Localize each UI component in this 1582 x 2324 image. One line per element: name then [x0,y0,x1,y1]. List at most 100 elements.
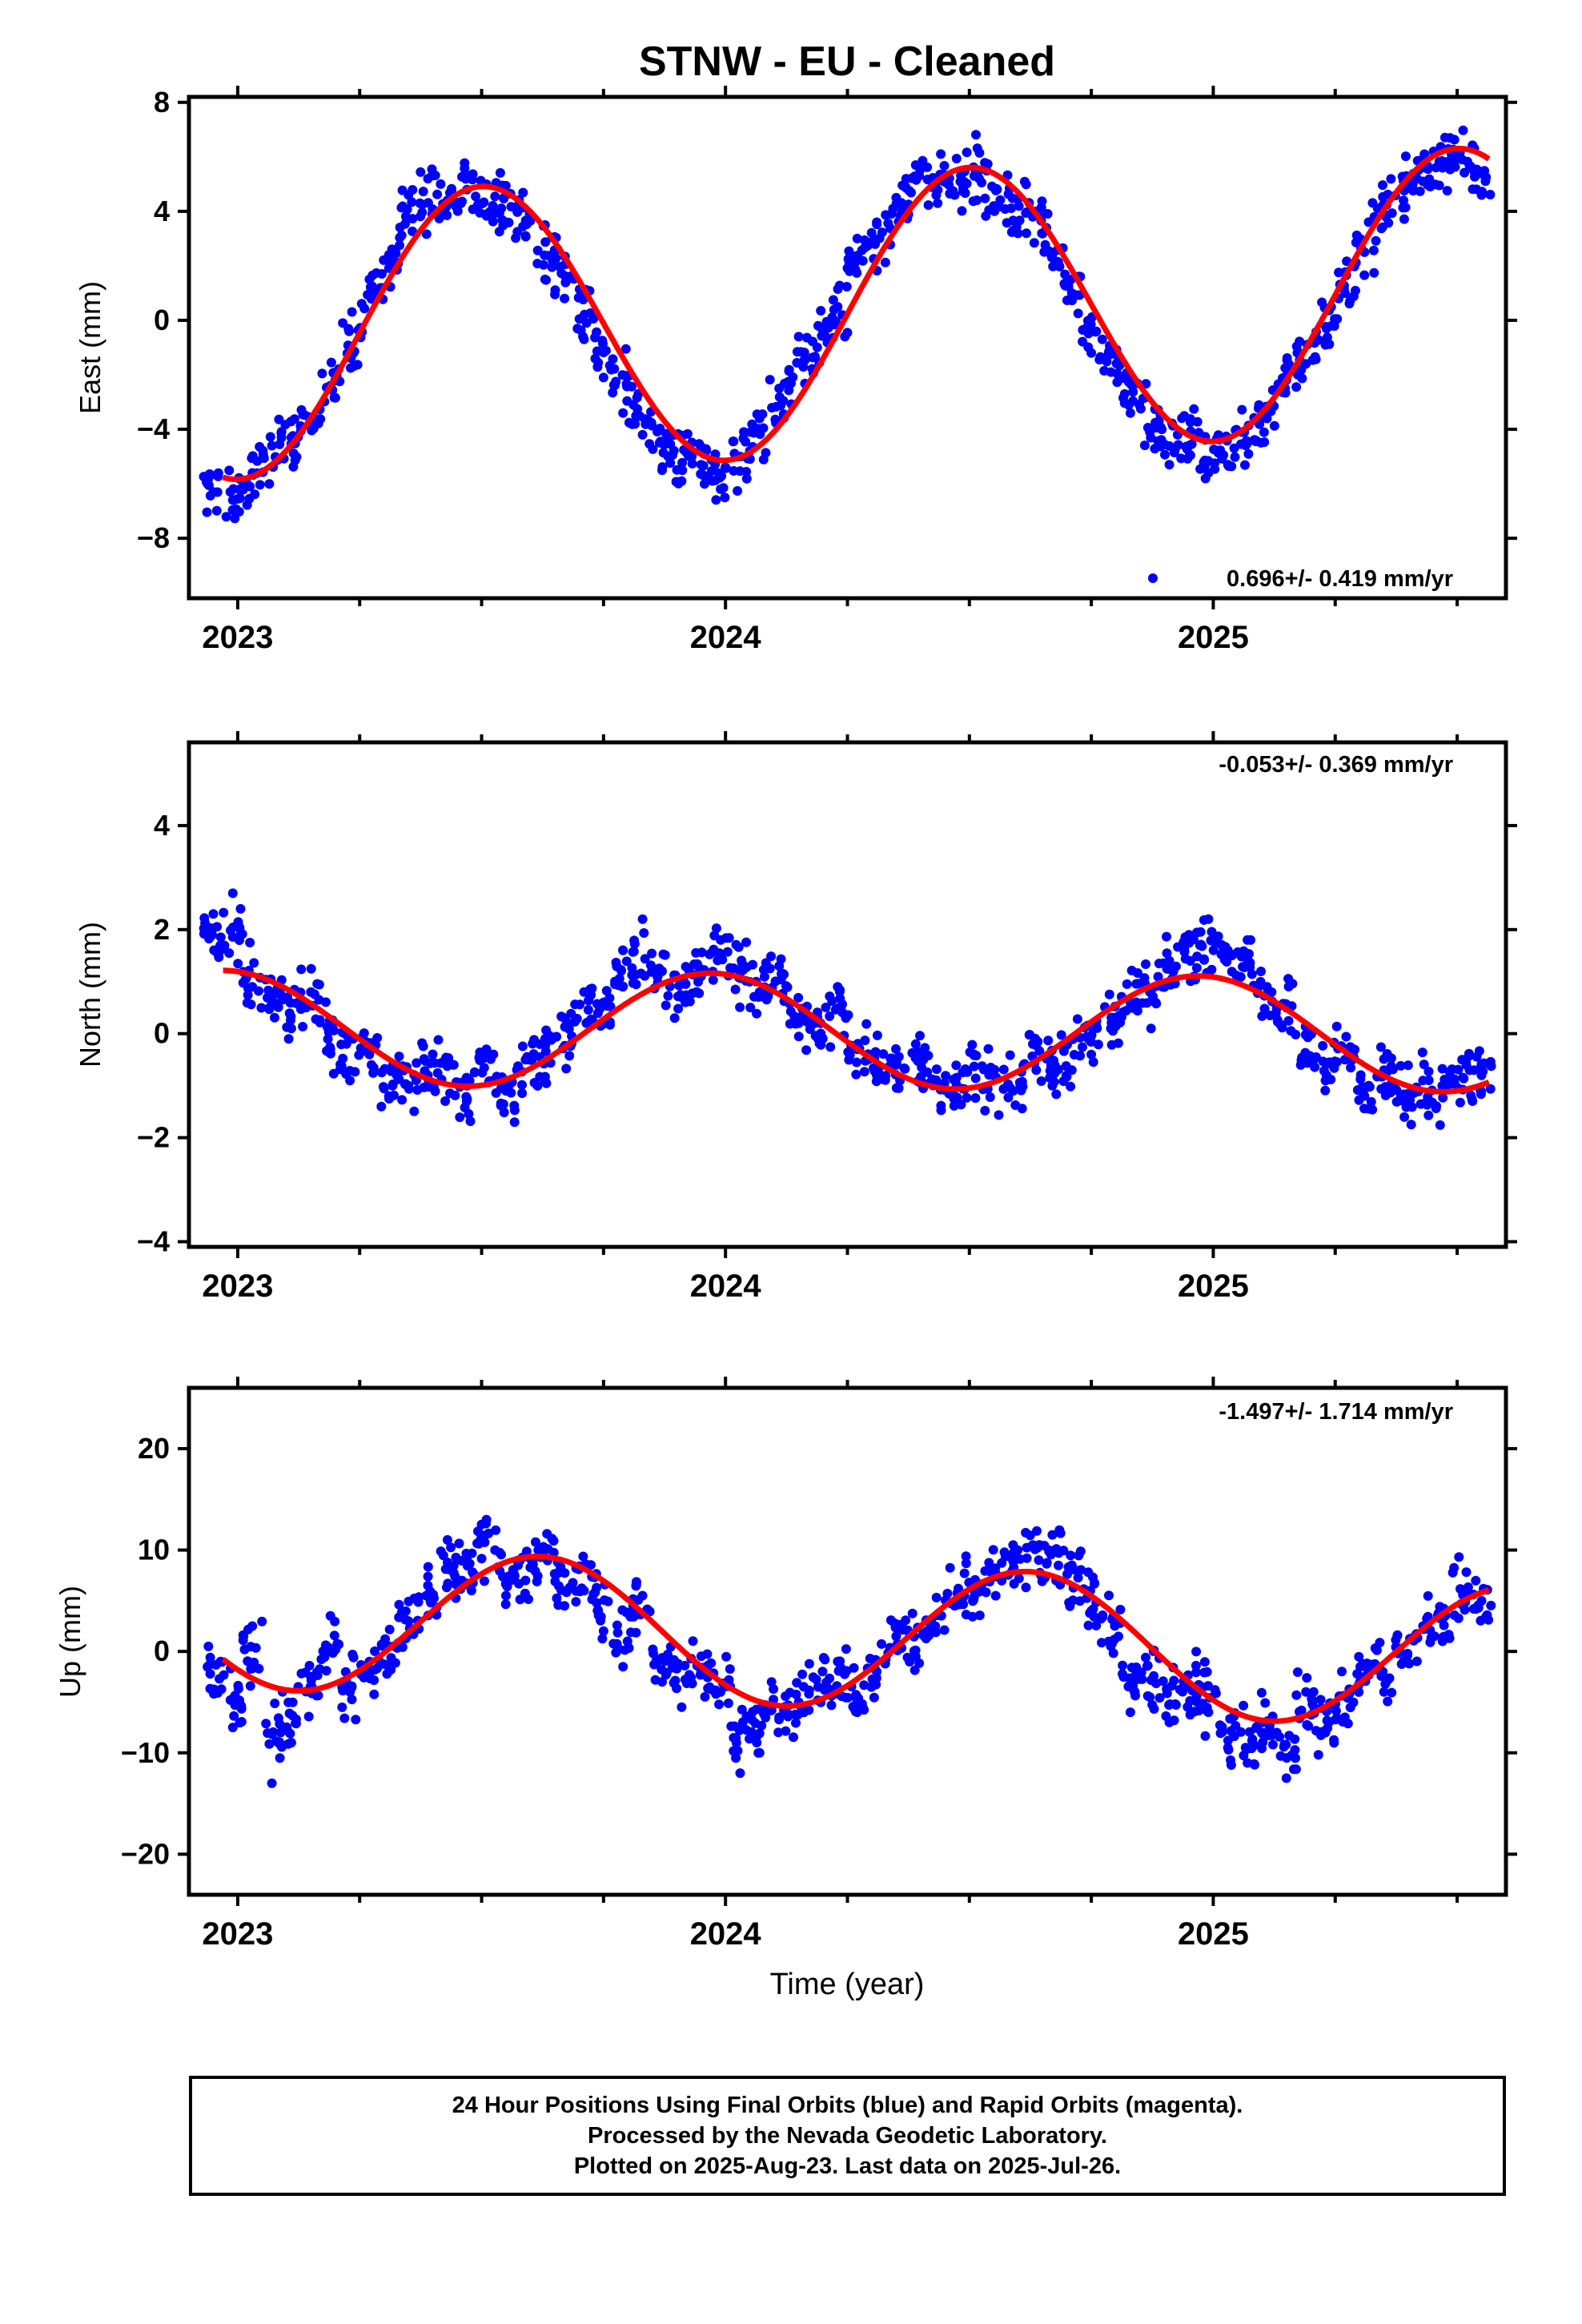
data-point [872,1030,882,1040]
data-point [495,167,505,178]
data-point [379,1063,390,1074]
data-point [865,1654,875,1663]
data-point [909,1646,919,1656]
data-point [776,975,786,985]
data-point [239,480,249,490]
data-point [1454,1552,1464,1562]
data-point [1419,1059,1429,1070]
data-point [283,1697,294,1707]
data-point [221,512,231,522]
data-point [284,1008,295,1019]
data-point [885,1615,896,1626]
data-point [1083,342,1094,352]
data-point [869,1692,879,1703]
data-point [920,1043,930,1053]
data-point [700,479,709,489]
data-point [1474,1046,1484,1056]
data-point [939,161,950,171]
data-point [311,1691,322,1701]
data-point [612,1627,623,1638]
data-point [1291,1690,1302,1700]
data-point [618,1662,628,1672]
data-point [663,991,673,1001]
data-point [1094,355,1105,365]
data-point [804,1689,814,1699]
data-point [658,448,669,458]
data-point [639,928,649,938]
data-point [1383,218,1394,228]
data-point [677,1702,687,1712]
data-point [1005,1050,1015,1060]
data-point [761,1712,771,1723]
data-point [1086,1049,1097,1059]
data-point [652,1655,663,1666]
data-point [1345,1703,1355,1713]
data-point [1099,366,1110,376]
data-point [1383,1696,1393,1707]
data-point [1199,915,1209,925]
data-point [1378,191,1388,202]
data-point [785,1019,795,1029]
data-point [711,495,721,505]
data-point [782,982,793,992]
data-point [255,480,265,490]
data-point [436,179,446,189]
panel-up-ylabel: Up (mm) [54,1586,86,1698]
data-point [257,1616,267,1626]
data-point [532,1080,543,1091]
data-point [484,1528,494,1538]
data-point [698,470,709,480]
data-point [341,1069,351,1080]
data-point [814,1039,825,1048]
data-point [1104,1590,1114,1601]
data-point [632,404,643,414]
data-point [718,483,729,493]
data-point [404,1084,414,1094]
data-point [844,246,854,256]
data-point [1243,1743,1253,1754]
data-point [1235,971,1246,982]
data-point [1351,285,1360,296]
data-point [488,216,498,227]
data-point [263,985,274,995]
data-point [944,179,954,190]
data-point [675,990,685,1000]
data-point [752,1008,762,1019]
data-point [1008,1540,1018,1550]
data-point [518,187,528,198]
data-point [1191,963,1202,973]
data-point [440,1096,451,1106]
data-point [1067,296,1077,306]
data-point [203,1662,213,1672]
x-tick-label: 2025 [1178,1916,1249,1952]
data-point [233,1680,243,1691]
x-tick-label: 2023 [202,1916,273,1952]
data-point [219,940,230,951]
data-point [1259,437,1270,448]
data-point [861,1019,872,1029]
data-point [1467,1094,1477,1104]
panel-east-legend-marker [1148,573,1158,583]
data-point [877,1638,886,1649]
data-point [1146,432,1156,443]
data-point [1236,951,1247,962]
data-point [880,257,890,267]
data-point [665,458,676,468]
data-point [959,1568,970,1578]
y-tick-label: −8 [137,521,170,554]
data-point [215,932,226,943]
data-point [525,1053,536,1063]
data-point [1058,1546,1069,1556]
data-point [226,925,235,935]
data-point [990,1590,1001,1601]
data-point [264,479,275,489]
data-point [303,1711,314,1722]
data-point [1286,1026,1296,1036]
data-point [1142,1661,1152,1671]
data-point [721,1651,732,1662]
data-point [1042,1558,1052,1569]
data-point [1297,373,1307,384]
data-point [1271,1727,1282,1738]
data-point [1200,1731,1211,1741]
data-point [633,1594,644,1605]
